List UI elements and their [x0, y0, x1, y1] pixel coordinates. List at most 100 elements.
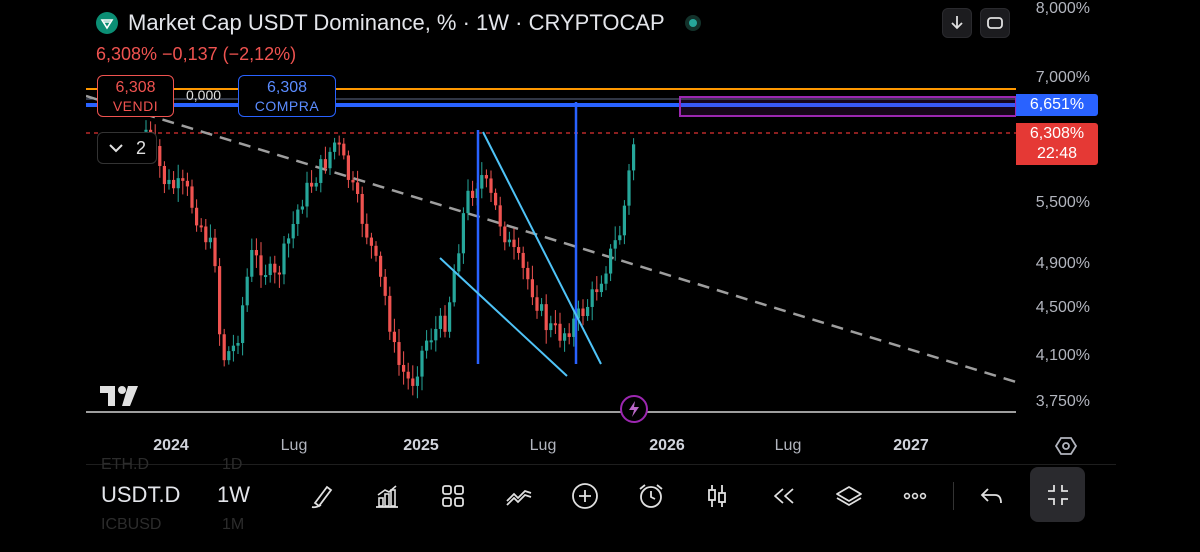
bar-chart-icon[interactable] [369, 478, 405, 514]
x-label: 2027 [893, 437, 929, 454]
candle-body [604, 273, 608, 284]
toolbar-separator [953, 482, 954, 510]
wedge-lower-line [439, 257, 568, 377]
candle-body [576, 308, 580, 319]
buy-button[interactable]: 6,308 COMPRA [238, 75, 336, 117]
timeframe-selector[interactable]: 1W [217, 482, 250, 507]
candle-body [365, 223, 369, 238]
candles-icon[interactable] [699, 478, 735, 514]
candle-body [415, 376, 419, 386]
candle-body [158, 146, 162, 166]
chevron-down-icon [109, 144, 123, 153]
candle-body [241, 305, 245, 344]
candle-body [181, 178, 185, 181]
candle-body [213, 237, 217, 267]
candle-body [379, 255, 383, 277]
layers-icon[interactable] [831, 478, 867, 514]
trend-icon[interactable] [501, 478, 537, 514]
candle-body [581, 308, 585, 317]
price-change: 6,308% −0,137 (−2,12%) [96, 44, 297, 64]
collapse-button[interactable] [1030, 467, 1085, 522]
candle-body [360, 193, 364, 224]
symbol-selector[interactable]: USDT.D [101, 482, 181, 507]
rewind-icon[interactable] [765, 478, 801, 514]
candle-body [204, 226, 208, 243]
bolt-icon[interactable] [620, 395, 648, 423]
x-label: 2026 [649, 437, 685, 454]
candle-body [599, 283, 603, 293]
candle-body [429, 340, 433, 343]
candle-body [392, 331, 396, 343]
y-label: 4,900% [1035, 255, 1090, 272]
candle-body [268, 263, 272, 276]
candle-body [397, 342, 401, 365]
settings-icon[interactable] [1054, 434, 1078, 458]
y-label: 4,100% [1035, 347, 1090, 364]
candle-body [438, 315, 442, 329]
current-price: 6,308% [1029, 125, 1085, 142]
candle-body [346, 155, 350, 180]
candle-body [402, 364, 406, 372]
y-label: 4,500% [1035, 299, 1090, 316]
candle-body [374, 245, 378, 256]
divider [86, 464, 1116, 465]
fullscreen-icon[interactable] [980, 8, 1010, 38]
candle-body [282, 243, 286, 275]
candle-body [310, 182, 314, 187]
candle-body [466, 190, 470, 214]
alarm-icon[interactable] [633, 478, 669, 514]
collapse-icon [1047, 484, 1068, 505]
tether-logo-icon [96, 12, 118, 34]
candle-body [632, 144, 636, 171]
candle-body [323, 159, 327, 169]
candle-body [512, 239, 516, 248]
grid-icon[interactable] [435, 478, 471, 514]
wedge-upper-line [482, 131, 602, 365]
candle-body [411, 378, 415, 386]
indicators-count: 2 [136, 137, 147, 158]
candle-body [300, 206, 304, 210]
y-label: 3,750% [1035, 393, 1090, 410]
candle-body [517, 247, 521, 253]
sell-button[interactable]: 6,308 VENDI [97, 75, 174, 117]
candle-body [190, 186, 194, 208]
y-label: 8,000% [1035, 0, 1090, 17]
download-icon[interactable] [942, 8, 972, 38]
candle-body [590, 289, 594, 307]
candle-body [273, 263, 277, 273]
x-label: Lug [280, 437, 308, 454]
candle-body [448, 302, 452, 332]
x-label: 2024 [153, 437, 189, 454]
buy-label: COMPRA [254, 98, 320, 114]
candle-body [549, 323, 553, 331]
candle-body [264, 275, 268, 278]
candle-body [319, 159, 323, 183]
undo-icon[interactable] [974, 478, 1010, 514]
more-icon[interactable] [897, 478, 933, 514]
x-label: Lug [774, 437, 802, 454]
candle-body [222, 334, 226, 361]
candle-body [388, 295, 392, 332]
candle-body [526, 267, 530, 280]
candle-body [227, 351, 231, 361]
ghost-tf-below: 1M [222, 516, 245, 533]
candle-body [480, 175, 484, 189]
candle-body [245, 276, 249, 306]
candle-body [452, 271, 456, 303]
spread-value: 0,000 [186, 87, 222, 103]
indicators-toggle[interactable]: 2 [97, 132, 157, 164]
chart-title[interactable]: Market Cap USDT Dominance, % · 1W · CRYP… [96, 8, 701, 38]
candle-body [484, 175, 488, 179]
plus-icon[interactable] [567, 478, 603, 514]
descending-trendline [86, 94, 1016, 384]
candle-body [457, 253, 461, 272]
candle-body [544, 304, 548, 331]
candle-body [622, 205, 626, 236]
y-label: 5,500% [1035, 194, 1090, 211]
candle-body [434, 328, 438, 341]
x-label: Lug [529, 437, 557, 454]
brush-icon[interactable] [304, 478, 340, 514]
candle-body [586, 306, 590, 317]
bar-countdown: 22:48 [1036, 145, 1078, 162]
candle-body [553, 323, 557, 326]
